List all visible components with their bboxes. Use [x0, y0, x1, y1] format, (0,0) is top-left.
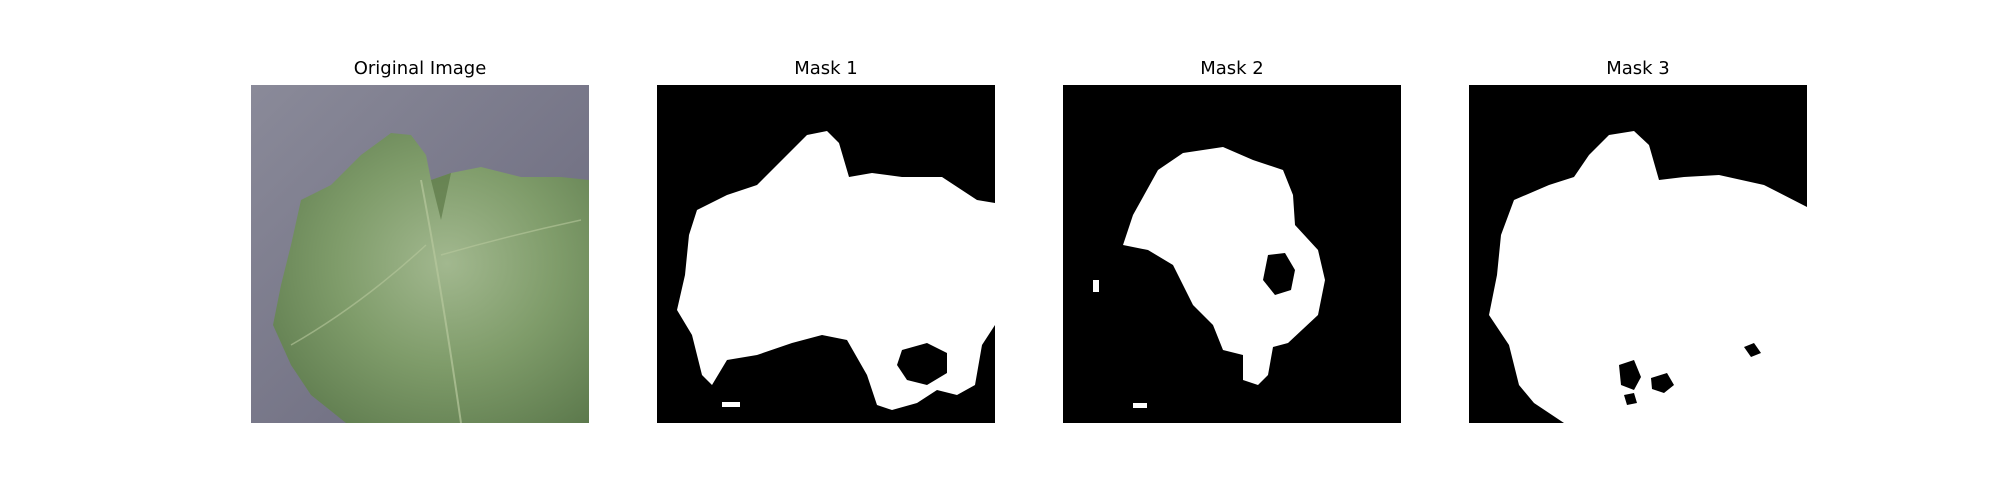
- mask-region: [677, 131, 995, 410]
- mask-2-image: [1063, 85, 1401, 423]
- mask-2-panel: Mask 2: [1063, 0, 1401, 500]
- mask-2-title: Mask 2: [1200, 58, 1264, 79]
- original-image-title: Original Image: [353, 58, 487, 79]
- leaf-vein-main: [420, 179, 462, 423]
- mask-1-panel: Mask 1: [657, 0, 995, 500]
- mask-hole: [1624, 393, 1637, 405]
- mask-region: [1123, 147, 1325, 385]
- leaf-shape: [273, 133, 589, 423]
- mask-1-image: [657, 85, 995, 423]
- mask-speck: [1093, 280, 1099, 292]
- mask-hole: [1263, 253, 1295, 295]
- mask-hole: [1651, 373, 1674, 393]
- mask-speck: [1133, 403, 1147, 408]
- mask-region: [1489, 131, 1807, 423]
- mask-hole: [1744, 343, 1761, 357]
- original-leaf-image: [251, 85, 589, 423]
- leaf-vein-right: [440, 219, 582, 256]
- mask-speck: [722, 402, 740, 407]
- leaf-notch: [431, 173, 451, 220]
- mask-1-title: Mask 1: [794, 58, 858, 79]
- mask-hole: [1619, 360, 1641, 390]
- mask-hole: [897, 343, 947, 385]
- leaf-vein-left: [290, 244, 427, 346]
- mask-3-panel: Mask 3: [1469, 0, 1807, 500]
- mask-3-title: Mask 3: [1606, 58, 1670, 79]
- original-image-panel: Original Image: [251, 0, 589, 500]
- mask-3-image: [1469, 85, 1807, 423]
